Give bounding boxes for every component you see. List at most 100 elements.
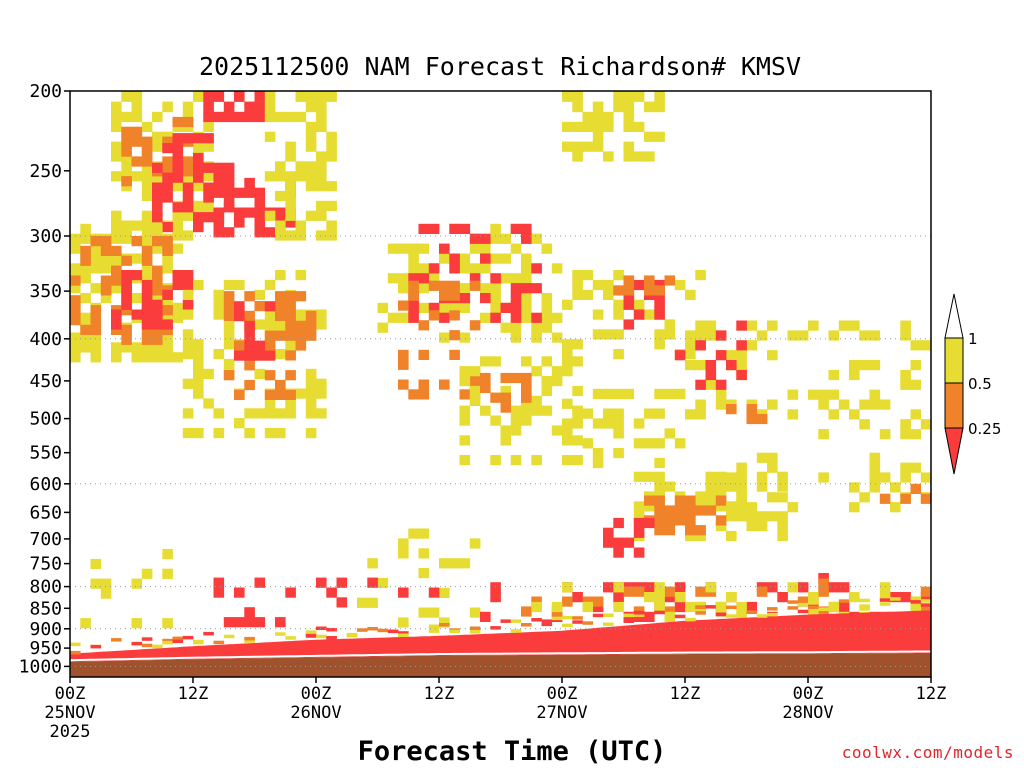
ri-cell: [203, 212, 214, 223]
ri-cell: [541, 356, 553, 367]
ri-cell: [613, 349, 624, 360]
ri-cell: [521, 223, 532, 234]
ri-cell: [152, 182, 163, 193]
ri-cell: [213, 408, 225, 419]
ri-cell: [500, 302, 511, 313]
ri-cell: [592, 329, 604, 340]
ri-cell: [244, 320, 255, 332]
ri-cell: [275, 301, 286, 312]
ri-cell: [121, 270, 132, 281]
ri-cell: [141, 342, 153, 353]
ri-cell: [162, 192, 173, 203]
ri-cell: [879, 493, 891, 504]
ri-cell: [531, 455, 542, 466]
ri-cell: [859, 399, 870, 410]
x-tick-label: 00Z: [301, 684, 332, 704]
ri-cell: [264, 428, 276, 439]
ri-cell: [818, 472, 829, 483]
ri-cell: [510, 243, 522, 254]
ri-cell: [182, 279, 194, 291]
ri-cell: [469, 233, 481, 244]
ri-cell: [152, 236, 163, 247]
ri-cell: [644, 151, 655, 162]
ri-cell: [644, 611, 655, 622]
ri-cell: [879, 472, 891, 483]
ri-cell: [244, 636, 255, 641]
ri-cell: [439, 312, 450, 323]
ri-cell: [141, 299, 153, 310]
ri-cell: [869, 472, 881, 483]
ri-cell: [162, 172, 173, 183]
ri-cell: [654, 471, 665, 482]
ri-cell: [439, 587, 450, 598]
ri-cell: [131, 156, 143, 167]
ri-cell: [736, 502, 747, 513]
y-tick-label: 500: [29, 409, 62, 430]
ri-cell: [264, 91, 276, 102]
ri-cell: [910, 360, 922, 371]
ri-cell: [685, 360, 696, 371]
ri-cell: [592, 121, 604, 132]
ri-cell: [336, 597, 348, 608]
ri-cell: [449, 263, 460, 274]
ri-cell: [521, 405, 532, 416]
ri-cell: [100, 293, 112, 304]
ri-cell: [111, 223, 122, 234]
ri-cell: [316, 210, 327, 221]
ri-cell: [746, 340, 758, 351]
ri-cell: [787, 389, 799, 400]
ri-cell: [767, 492, 778, 503]
ri-cell: [685, 289, 696, 300]
x-tick-label: 12Z: [916, 684, 947, 704]
ri-cell: [100, 588, 112, 599]
ri-cell: [172, 172, 184, 183]
ri-cell: [275, 161, 286, 172]
ri-cell: [193, 141, 204, 152]
ri-cell: [900, 330, 911, 341]
ri-cell: [756, 614, 768, 618]
ri-cell: [849, 320, 860, 331]
ri-cell: [111, 233, 122, 244]
ri-cell: [111, 141, 122, 152]
ri-cell: [592, 279, 604, 291]
ri-cell: [90, 315, 102, 326]
ri-cell: [797, 582, 809, 593]
ri-cell: [285, 339, 296, 350]
ri-cell: [787, 582, 799, 593]
ri-cell: [459, 293, 471, 304]
ri-cell: [213, 111, 225, 123]
ri-cell: [439, 243, 450, 254]
ri-cell: [705, 471, 717, 482]
ri-cell: [367, 577, 378, 588]
ri-cell: [285, 190, 296, 202]
ri-cell: [633, 471, 645, 482]
ri-cell: [254, 91, 266, 102]
ri-cell: [264, 210, 276, 221]
ri-cell: [162, 166, 173, 177]
ri-cell: [111, 309, 122, 320]
ri-cell: [685, 530, 696, 542]
ri-cell: [367, 558, 378, 569]
ri-cell: [664, 586, 676, 597]
ri-cell: [613, 428, 624, 439]
ri-cell: [316, 151, 327, 162]
ri-cell: [439, 280, 450, 291]
ri-cell: [90, 578, 102, 589]
ri-cell: [223, 370, 235, 381]
ri-cell: [705, 582, 717, 593]
ri-cell: [285, 310, 296, 321]
ri-cell: [295, 161, 307, 172]
ri-cell: [541, 376, 553, 387]
ri-cell: [203, 141, 214, 152]
ri-cell: [695, 379, 706, 390]
ri-cell: [141, 171, 153, 182]
ri-cell: [182, 408, 194, 419]
ri-cell: [603, 388, 614, 399]
ri-cell: [480, 243, 491, 254]
ri-cell: [193, 172, 204, 183]
ri-cell: [715, 495, 727, 506]
ri-cell: [121, 223, 132, 234]
ri-cell: [213, 349, 225, 360]
ri-cell: [572, 151, 583, 162]
ri-cell: [316, 626, 327, 630]
